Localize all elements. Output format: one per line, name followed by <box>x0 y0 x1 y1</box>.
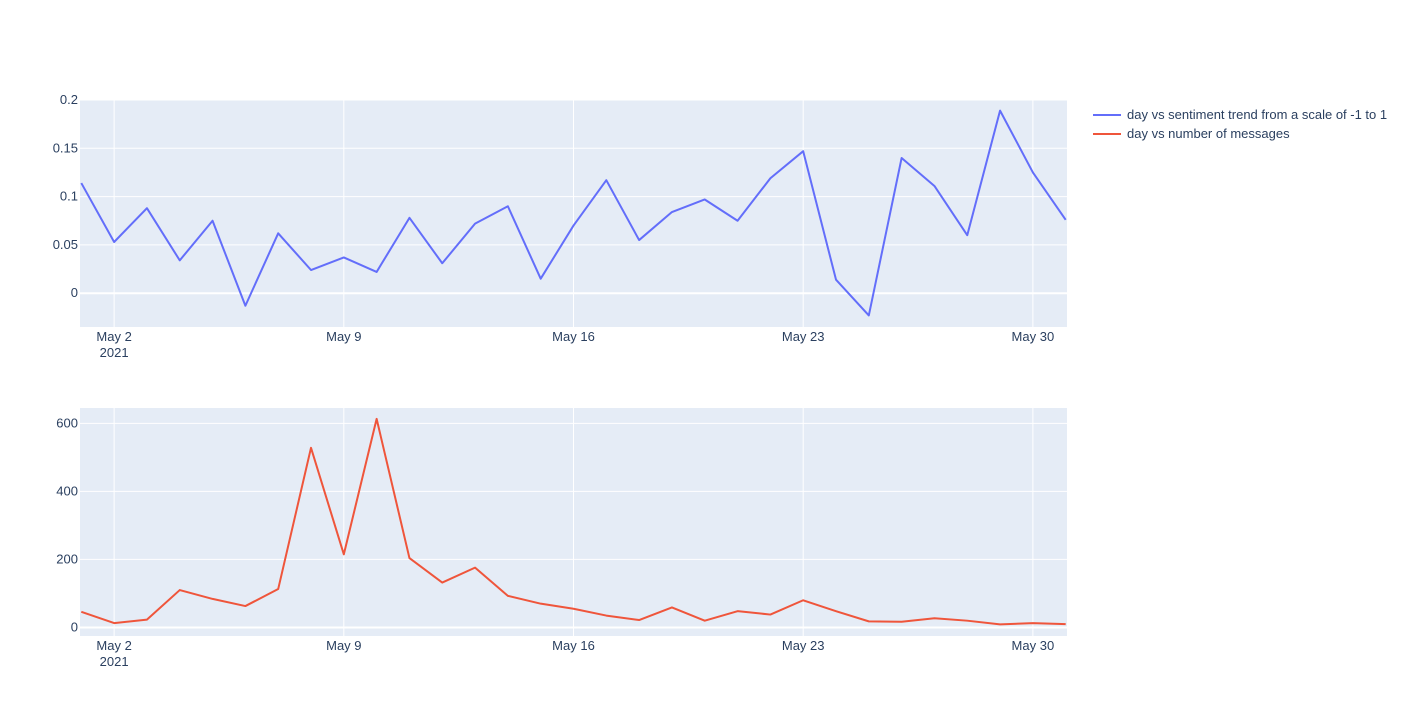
data-point[interactable] <box>965 618 970 623</box>
data-point[interactable] <box>79 609 84 614</box>
data-point[interactable] <box>374 416 379 421</box>
data-point[interactable] <box>669 210 674 215</box>
data-point[interactable] <box>144 206 149 211</box>
series-line-2-1[interactable] <box>80 417 1066 626</box>
data-point[interactable] <box>604 178 609 183</box>
y-tick-label: 0.2 <box>60 92 78 107</box>
data-point[interactable] <box>834 609 839 614</box>
x-tick-label: May 9 <box>326 329 361 344</box>
y-tick-label: 0.1 <box>60 189 78 204</box>
data-point[interactable] <box>112 621 117 626</box>
data-point[interactable] <box>932 616 937 621</box>
data-point[interactable] <box>407 215 412 220</box>
x-tick-label: May 16 <box>552 329 595 344</box>
legend-label: day vs sentiment trend from a scale of -… <box>1127 107 1387 122</box>
data-point[interactable] <box>571 606 576 611</box>
x-tick-label: May 16 <box>552 638 595 653</box>
data-point[interactable] <box>210 596 215 601</box>
x-tick-label: May 23 <box>782 638 825 653</box>
data-point[interactable] <box>473 565 478 570</box>
data-point[interactable] <box>998 108 1003 113</box>
data-point[interactable] <box>932 183 937 188</box>
x-tick-label: May 2 <box>96 638 131 653</box>
y-tick-label: 200 <box>56 551 78 566</box>
data-point[interactable] <box>866 619 871 624</box>
data-point[interactable] <box>735 609 740 614</box>
y-tick-label: 400 <box>56 483 78 498</box>
x-tick-year-label: 2021 <box>100 654 129 669</box>
data-point[interactable] <box>998 622 1003 627</box>
data-point[interactable] <box>276 587 281 592</box>
data-point[interactable] <box>112 239 117 244</box>
data-point[interactable] <box>899 619 904 624</box>
legend-item[interactable]: day vs number of messages <box>1093 126 1290 141</box>
data-point[interactable] <box>866 313 871 318</box>
data-point[interactable] <box>768 612 773 617</box>
data-point[interactable] <box>309 445 314 450</box>
data-point[interactable] <box>473 221 478 226</box>
data-point[interactable] <box>637 618 642 623</box>
data-point[interactable] <box>505 204 510 209</box>
legend-label: day vs number of messages <box>1127 126 1290 141</box>
data-point[interactable] <box>374 269 379 274</box>
data-point[interactable] <box>702 618 707 623</box>
data-point[interactable] <box>407 556 412 561</box>
data-point[interactable] <box>768 176 773 181</box>
y-tick-label: 600 <box>56 415 78 430</box>
data-point[interactable] <box>1030 621 1035 626</box>
y-tick-label: 0.05 <box>53 237 78 252</box>
data-point[interactable] <box>965 233 970 238</box>
x-tick-year-label: 2021 <box>100 345 129 360</box>
data-point[interactable] <box>801 598 806 603</box>
data-point[interactable] <box>1063 217 1068 222</box>
legend-item[interactable]: day vs sentiment trend from a scale of -… <box>1093 107 1387 122</box>
y-tick-label: 0.15 <box>53 140 78 155</box>
data-point[interactable] <box>604 613 609 618</box>
data-point[interactable] <box>735 218 740 223</box>
data-point[interactable] <box>341 552 346 557</box>
data-point[interactable] <box>899 155 904 160</box>
data-point[interactable] <box>309 268 314 273</box>
y-tick-label: 0 <box>71 619 78 634</box>
data-point[interactable] <box>1063 622 1068 627</box>
data-point[interactable] <box>177 588 182 593</box>
data-point[interactable] <box>538 601 543 606</box>
x-tick-label: May 30 <box>1012 638 1055 653</box>
data-point[interactable] <box>538 276 543 281</box>
data-point[interactable] <box>1030 170 1035 175</box>
data-point[interactable] <box>637 238 642 243</box>
data-point[interactable] <box>571 223 576 228</box>
data-point[interactable] <box>801 149 806 154</box>
data-point[interactable] <box>505 593 510 598</box>
data-point[interactable] <box>177 258 182 263</box>
data-point[interactable] <box>144 617 149 622</box>
data-point[interactable] <box>341 255 346 260</box>
data-point[interactable] <box>276 231 281 236</box>
x-tick-label: May 30 <box>1012 329 1055 344</box>
x-tick-label: May 2 <box>96 329 131 344</box>
data-point[interactable] <box>440 261 445 266</box>
data-point[interactable] <box>79 181 84 186</box>
x-tick-label: May 23 <box>782 329 825 344</box>
data-point[interactable] <box>440 580 445 585</box>
y-tick-label: 0 <box>71 285 78 300</box>
x-tick-label: May 9 <box>326 638 361 653</box>
data-point[interactable] <box>702 197 707 202</box>
data-point[interactable] <box>243 604 248 609</box>
data-point[interactable] <box>834 277 839 282</box>
data-point[interactable] <box>669 605 674 610</box>
data-point[interactable] <box>210 218 215 223</box>
data-point[interactable] <box>243 303 248 308</box>
series-line-1-1[interactable] <box>80 109 1067 317</box>
legend[interactable]: day vs sentiment trend from a scale of -… <box>1093 107 1387 141</box>
